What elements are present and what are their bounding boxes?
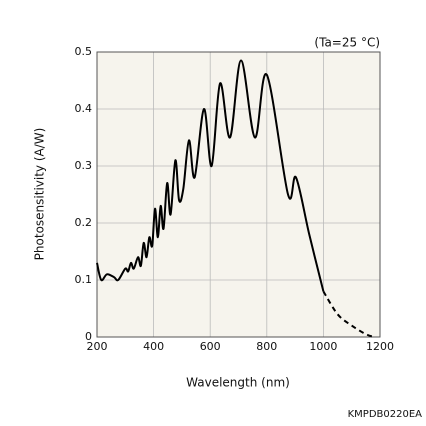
figure-code: KMPDB0220EA bbox=[348, 409, 423, 420]
y-tick-label: 0 bbox=[85, 330, 92, 343]
x-tick-label: 800 bbox=[256, 340, 277, 353]
y-tick-label: 0.5 bbox=[75, 45, 93, 58]
x-tick-label: 1000 bbox=[309, 340, 337, 353]
y-tick-label: 0.3 bbox=[75, 159, 93, 172]
x-axis-label: Wavelength (nm) bbox=[186, 376, 290, 390]
plot-area bbox=[97, 52, 380, 337]
y-tick-label: 0.1 bbox=[75, 273, 93, 286]
y-tick-label: 0.2 bbox=[75, 216, 93, 229]
annotation: (Ta=25 °C) bbox=[314, 36, 380, 50]
line bbox=[322, 290, 375, 338]
x-tick-label: 200 bbox=[87, 340, 108, 353]
y-axis-label: Photosensitivity (A/W) bbox=[33, 128, 47, 261]
x-tick-label: 1200 bbox=[366, 340, 394, 353]
plot-frame bbox=[96, 51, 381, 338]
y-tick-label: 0.4 bbox=[75, 102, 93, 115]
x-tick-label: 400 bbox=[143, 340, 164, 353]
x-tick-label: 600 bbox=[200, 340, 221, 353]
line bbox=[96, 59, 325, 292]
